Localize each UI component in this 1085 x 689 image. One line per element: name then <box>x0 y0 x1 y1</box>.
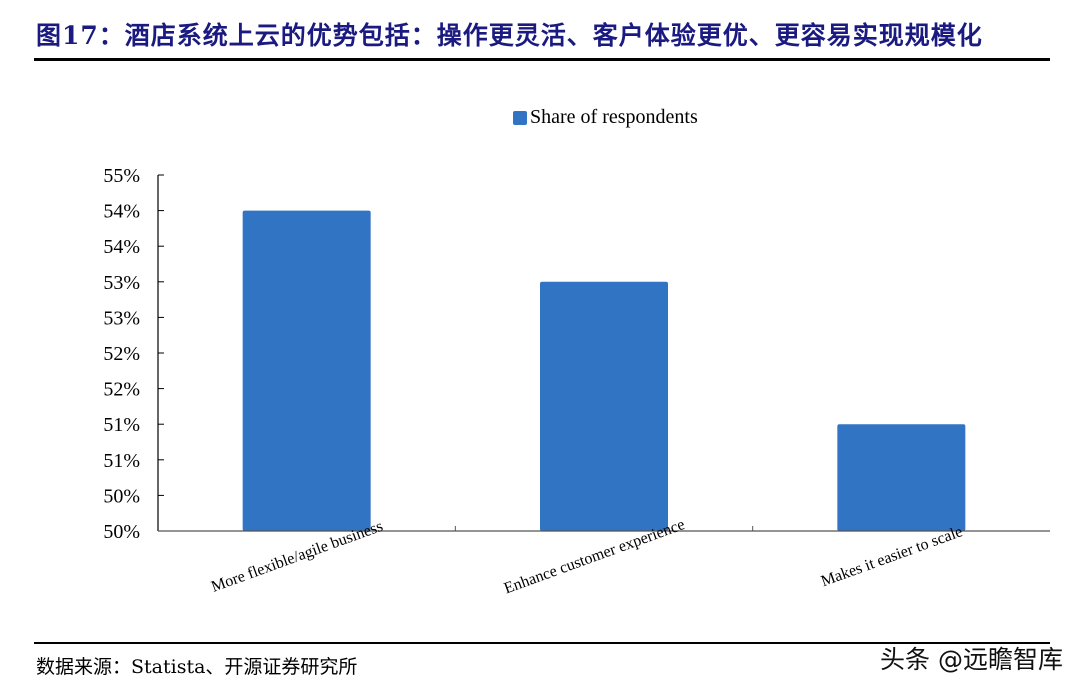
legend-label: Share of respondents <box>530 106 698 128</box>
legend-swatch <box>513 110 527 125</box>
watermark: 头条 @远瞻智库 <box>880 645 1063 674</box>
bar <box>242 210 371 531</box>
bars <box>242 210 966 531</box>
y-tick-label: 52% <box>103 379 140 401</box>
source-note: 数据来源：Statista、开源证券研究所 <box>36 656 358 678</box>
footer-divider <box>34 642 1050 644</box>
y-tick-label: 50% <box>103 485 140 507</box>
bar <box>540 281 668 531</box>
y-tick-label: 51% <box>103 414 140 436</box>
figure-title: 图17：酒店系统上云的优势包括：操作更灵活、客户体验更优、更容易实现规模化 <box>36 21 983 50</box>
y-axis: 50% 50% 51% 51% 52% 52% 53% 53% 54% 54% 55% <box>103 165 164 543</box>
y-tick-label: 53% <box>103 307 140 329</box>
y-tick-label: 50% <box>103 521 140 543</box>
y-tick-label: 54% <box>103 236 140 258</box>
bar <box>837 424 966 531</box>
y-tick-label: 53% <box>103 272 140 294</box>
y-tick-label: 54% <box>103 201 140 223</box>
chart-legend: Share of respondents <box>513 106 698 129</box>
x-category-label: Makes it easier to scale <box>819 523 965 590</box>
title-divider <box>34 58 1050 61</box>
y-tick-label: 52% <box>103 343 140 365</box>
y-tick-label: 51% <box>103 450 140 472</box>
y-tick-label: 55% <box>103 165 140 187</box>
